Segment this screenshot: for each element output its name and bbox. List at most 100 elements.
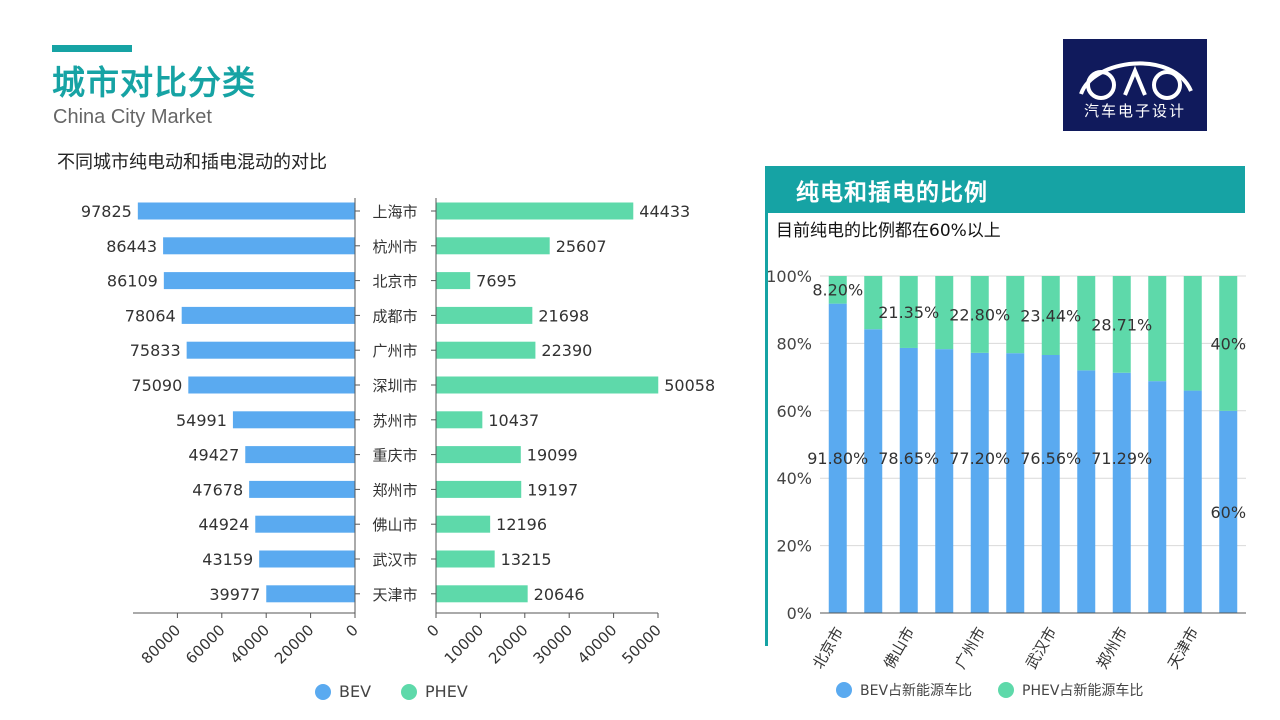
y-tick-label: 80% <box>776 334 812 353</box>
butterfly-bar-chart: 97825 上海市 44433 86443 杭州市 25607 86109 北京市 7695 78… <box>81 198 715 668</box>
y-tick-label: 40% <box>776 469 812 488</box>
bev-value-label: 47678 <box>192 480 243 499</box>
right-panel-frame <box>765 166 768 646</box>
bev-share-bar <box>899 347 918 613</box>
phev-value-label: 7695 <box>476 272 517 291</box>
y-tick-label: 60% <box>776 402 812 421</box>
phev-value-label: 13215 <box>501 550 552 569</box>
bev-bar <box>266 585 355 603</box>
right-panel-header: 纯电和插电的比例 <box>768 166 1245 213</box>
phev-share-bar <box>1219 276 1238 411</box>
phev-value-label: 25607 <box>556 237 607 256</box>
bev-value-label: 97825 <box>81 202 132 221</box>
bev-bar <box>186 341 355 359</box>
phev-value-label: 12196 <box>496 515 547 534</box>
phev-share-bar <box>1183 276 1202 391</box>
phev-value-label: 20646 <box>534 585 585 604</box>
bev-value-label: 75833 <box>130 341 181 360</box>
car-outline-logo-icon <box>1079 61 1193 100</box>
share-data-label: 91.80% <box>807 449 868 468</box>
bev-value-label: 78064 <box>125 306 176 325</box>
phev-value-label: 19099 <box>527 446 578 465</box>
bev-bar <box>181 306 355 324</box>
share-data-label: 21.35% <box>878 303 939 322</box>
right-panel-title: 纯电和插电的比例 <box>796 180 988 206</box>
bev-share-bar <box>1006 353 1025 613</box>
bev-x-tick-label: 40000 <box>227 621 273 667</box>
bev-share-legend-label: BEV占新能源车比 <box>860 683 973 699</box>
phev-bar <box>436 411 483 429</box>
bev-share-bar <box>1041 354 1060 613</box>
phev-x-tick-label: 50000 <box>618 621 664 667</box>
x-category-label: 天津市 <box>1164 624 1202 672</box>
phev-share-bar <box>970 276 989 353</box>
phev-share-legend-swatch <box>998 682 1015 698</box>
bev-x-tick-label: 0 <box>342 621 361 640</box>
phev-legend-swatch <box>401 683 418 700</box>
bev-x-tick-label: 80000 <box>138 621 184 667</box>
city-label: 苏州市 <box>372 412 417 430</box>
phev-bar <box>436 446 521 464</box>
phev-share-bar <box>1148 276 1167 382</box>
city-label: 佛山市 <box>372 516 417 534</box>
bev-value-label: 49427 <box>188 446 239 465</box>
city-label: 郑州市 <box>372 481 417 499</box>
phev-legend-label: PHEV <box>425 682 468 701</box>
phev-bar <box>436 376 659 394</box>
bev-x-tick-label: 60000 <box>182 621 228 667</box>
share-data-label: 8.20% <box>812 280 863 299</box>
phev-value-label: 10437 <box>488 411 539 430</box>
bev-bar <box>163 272 355 290</box>
bev-value-label: 39977 <box>209 585 260 604</box>
phev-value-label: 44433 <box>639 202 690 221</box>
city-label: 天津市 <box>372 586 417 604</box>
bev-share-bar <box>828 303 847 613</box>
share-data-label: 76.56% <box>1020 449 1081 468</box>
bev-share-bar <box>935 349 954 613</box>
phev-share-bar <box>899 276 918 348</box>
phev-x-tick-label: 10000 <box>441 621 487 667</box>
phev-share-bar <box>828 276 847 304</box>
bev-value-label: 44924 <box>198 515 249 534</box>
phev-x-tick-label: 40000 <box>574 621 620 667</box>
phev-share-bar <box>864 276 883 330</box>
left-chart-heading: 不同城市纯电动和插电混动的对比 <box>57 152 327 173</box>
phev-x-tick-label: 30000 <box>530 621 576 667</box>
phev-bar <box>436 202 634 220</box>
bev-share-legend-swatch <box>836 682 852 698</box>
phev-value-label: 21698 <box>538 306 589 325</box>
phev-share-bar <box>935 276 954 350</box>
phev-share-bar <box>1006 276 1025 354</box>
city-label: 重庆市 <box>372 447 417 465</box>
bev-share-bar <box>1183 390 1202 613</box>
logo-text: 汽车电子设计 <box>1083 102 1186 120</box>
bev-legend-swatch <box>315 683 331 700</box>
bev-value-label: 75090 <box>131 376 182 395</box>
bev-value-label: 54991 <box>176 411 227 430</box>
phev-bar <box>436 272 471 290</box>
bev-share-bar <box>1219 410 1238 613</box>
bev-value-label: 43159 <box>202 550 253 569</box>
phev-bar <box>436 515 491 533</box>
phev-bar <box>436 480 522 498</box>
bev-bar <box>255 515 355 533</box>
city-label: 杭州市 <box>372 238 417 256</box>
city-label: 广州市 <box>372 342 417 360</box>
phev-x-tick-label: 20000 <box>485 621 531 667</box>
left-legend: BEV PHEV <box>315 682 468 701</box>
phev-value-label: 50058 <box>664 376 715 395</box>
bev-share-bar <box>864 329 883 613</box>
phev-share-bar <box>1041 276 1060 355</box>
city-label: 北京市 <box>372 273 417 291</box>
phev-bar <box>436 550 495 568</box>
right-legend: BEV占新能源车比 PHEV占新能源车比 <box>836 680 1143 700</box>
phev-bar <box>436 341 536 359</box>
page-subtitle: China City Market <box>53 106 212 128</box>
bev-bar <box>137 202 355 220</box>
city-label: 上海市 <box>372 203 417 221</box>
city-label: 武汉市 <box>372 551 417 569</box>
x-category-label: 北京市 <box>809 624 847 672</box>
right-panel-subtitle: 目前纯电的比例都在60%以上 <box>776 221 1001 241</box>
share-data-label: 23.44% <box>1020 306 1081 325</box>
phev-bar <box>436 306 533 324</box>
